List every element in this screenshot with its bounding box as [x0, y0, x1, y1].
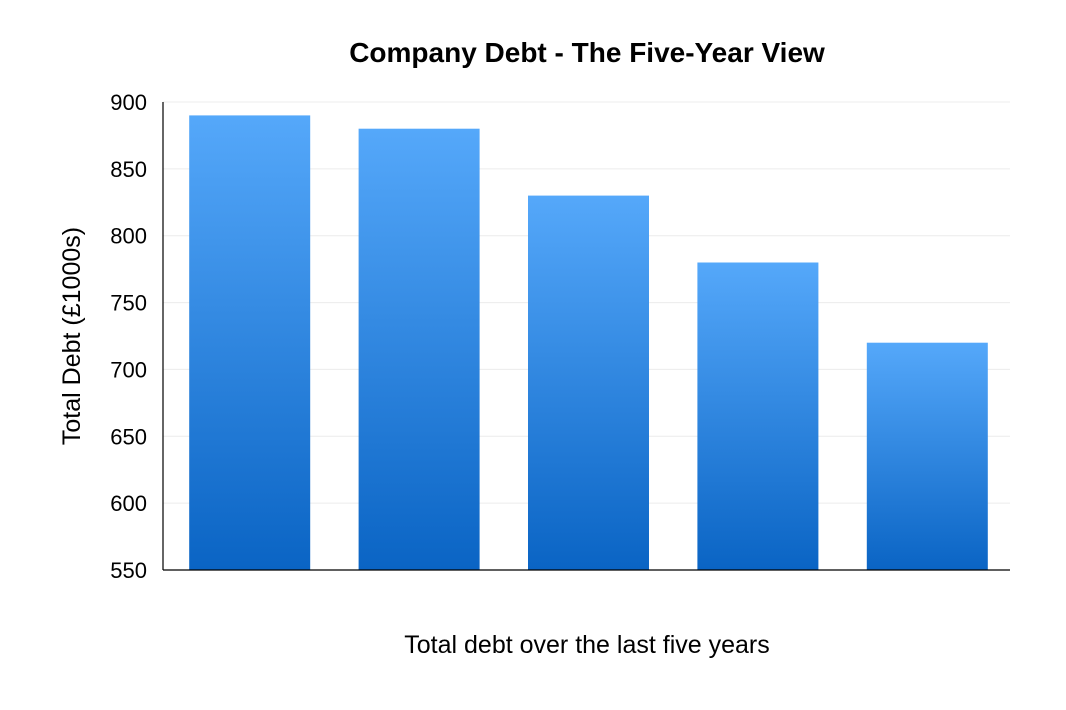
y-tick-label: 800	[110, 224, 147, 249]
y-axis-label: Total Debt (£1000s)	[58, 227, 86, 445]
bar	[697, 262, 819, 570]
bar	[189, 115, 311, 571]
y-tick-labels: 550 600 650 700 750 800 850 900	[110, 90, 147, 583]
bars	[189, 115, 988, 571]
bar	[358, 128, 480, 570]
bar	[528, 195, 649, 570]
y-tick-label: 850	[110, 157, 147, 182]
bar	[866, 342, 988, 570]
y-tick-label: 900	[110, 90, 147, 115]
y-tick-label: 550	[110, 558, 147, 583]
y-tick-label: 750	[110, 291, 147, 316]
y-tick-label: 650	[110, 424, 147, 449]
x-axis-label: Total debt over the last five years	[404, 631, 769, 659]
y-tick-label: 700	[110, 357, 147, 382]
axes	[162, 102, 1010, 571]
chart-title: Company Debt - The Five-Year View	[349, 37, 825, 68]
y-tick-label: 600	[110, 491, 147, 516]
